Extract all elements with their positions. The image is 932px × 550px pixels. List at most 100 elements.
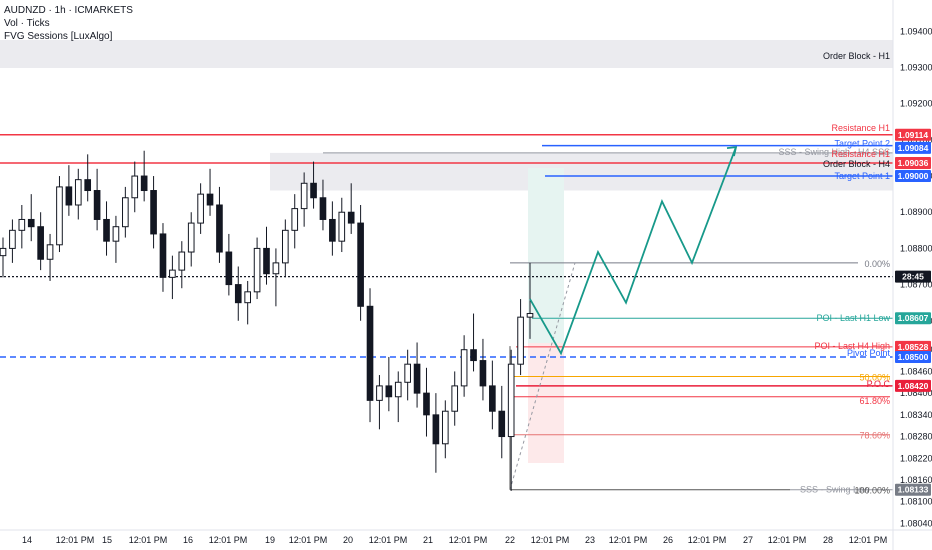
candle-body xyxy=(9,229,16,249)
y-tick-label: 1.08220 xyxy=(900,453,932,463)
countdown-tag-bg xyxy=(895,270,931,283)
candle-body xyxy=(216,204,223,253)
candle-body xyxy=(441,410,449,445)
candle-body xyxy=(385,385,393,398)
countdown-tag: 28:45 xyxy=(902,272,924,282)
fib-618-label: 61.80% xyxy=(859,396,890,406)
y-tick-label: 1.09200 xyxy=(900,99,932,109)
chart-legend: AUDNZD · 1h · ICMARKETS Vol · Ticks FVG … xyxy=(4,4,133,43)
x-tick-label: 16 xyxy=(183,535,193,545)
y-tick-label: 1.08160 xyxy=(900,475,932,485)
candle-body xyxy=(413,363,421,394)
swing-low-label: SSS - Swing Low xyxy=(800,485,870,495)
price-tag-poi-low: 1.08607 xyxy=(898,313,929,323)
candle-body xyxy=(56,186,63,246)
candle-body xyxy=(234,284,242,304)
candle-body xyxy=(498,410,506,438)
candle-body xyxy=(376,385,383,401)
fib-0-label: 0.00% xyxy=(864,259,890,269)
x-tick-label: 12:01 PM xyxy=(289,535,328,545)
y-tick-label: 1.09400 xyxy=(900,26,932,36)
x-tick-label: 12:01 PM xyxy=(849,535,888,545)
price-tag-pivot: 1.08500 xyxy=(898,352,929,362)
candle-body xyxy=(291,208,299,231)
swing-high-label: SSS - Swing High - H4 SSS xyxy=(778,147,890,157)
price-tag-poc-bg xyxy=(895,379,931,392)
candle-body xyxy=(112,226,120,242)
y-tick-label: 1.08800 xyxy=(900,243,932,253)
candle-body xyxy=(404,363,411,383)
candle-body xyxy=(423,392,430,416)
y-tick-label: 1.09300 xyxy=(900,63,932,73)
poc-label: P.O.C xyxy=(867,379,891,389)
indicator-volume[interactable]: Vol · Ticks xyxy=(4,18,50,29)
target-point-2-label: Target Point 2 xyxy=(834,139,890,149)
y-tick-label: 1.08460 xyxy=(900,366,932,376)
candle-body xyxy=(131,175,139,199)
poi-last-h1-low-label: POI - Last H1 Low xyxy=(816,313,890,323)
candle-body xyxy=(451,385,459,412)
resistance-h1-label-1: Resistance H1 xyxy=(831,123,890,133)
fib-100-label: 100.00% xyxy=(854,486,890,496)
price-tag-pivot-bg xyxy=(895,350,931,363)
x-tick-label: 12:01 PM xyxy=(449,535,488,545)
price-tag-poi-low-bg xyxy=(895,312,931,325)
candle-body xyxy=(272,262,280,275)
x-tick-label: 22 xyxy=(505,535,515,545)
price-tag-resistance-2-bg xyxy=(895,157,931,170)
candle-body xyxy=(169,269,176,278)
candle-body xyxy=(263,247,270,275)
price-tag-poi-high: 1.08528 xyxy=(898,342,929,352)
candle-body xyxy=(526,313,534,318)
x-tick-label: 12:01 PM xyxy=(768,535,807,545)
target-point-1-label: Target Point 1 xyxy=(834,171,890,181)
x-tick-label: 12:01 PM xyxy=(688,535,727,545)
candle-body xyxy=(253,247,261,293)
candle-body xyxy=(470,349,477,362)
candle-body xyxy=(65,186,73,206)
price-tag-poi-high-bg xyxy=(895,340,931,353)
fib-786-label: 78.60% xyxy=(859,431,890,441)
candle-body xyxy=(178,251,186,271)
x-tick-label: 14 xyxy=(22,535,32,545)
candle-body xyxy=(281,229,289,264)
y-tick-label: 1.08340 xyxy=(900,410,932,420)
price-tag-swing-low-bg xyxy=(895,483,931,496)
projected-path xyxy=(529,146,737,356)
y-tick-label: 1.08900 xyxy=(900,207,932,217)
candle-body xyxy=(347,211,355,224)
price-tag-swing-low: 1.08133 xyxy=(898,485,929,495)
price-tag-resistance-1-bg xyxy=(895,128,931,141)
candle-body xyxy=(0,247,7,257)
indicator-fvg-sessions[interactable]: FVG Sessions [LuxAlgo] xyxy=(4,31,113,42)
candle-body xyxy=(103,218,110,242)
candle-body xyxy=(300,182,308,210)
candle-body xyxy=(244,291,252,304)
candle-body xyxy=(187,222,195,253)
pivot-point-label: Pivot Point xyxy=(847,348,891,358)
x-tick-label: 12:01 PM xyxy=(531,535,570,545)
projected-path-arrowhead xyxy=(726,146,738,157)
projection-zone-green xyxy=(528,168,564,343)
x-tick-label: 12:01 PM xyxy=(609,535,648,545)
x-tick-label: 26 xyxy=(663,535,673,545)
candle-body xyxy=(122,197,129,228)
candle-body xyxy=(225,251,233,286)
candle-body xyxy=(310,182,317,199)
projection-zone-red xyxy=(528,343,564,463)
order-block-h1-zone xyxy=(0,40,893,68)
y-tick-label: 1.08400 xyxy=(900,388,932,398)
symbol-title[interactable]: AUDNZD · 1h · ICMARKETS xyxy=(4,5,133,16)
x-tick-label: 23 xyxy=(585,535,595,545)
candle-body xyxy=(329,218,336,242)
candle-body xyxy=(460,349,468,387)
candle-body xyxy=(338,211,346,242)
candle-body xyxy=(74,179,82,206)
poi-last-h4-high-label: POI - Last H4 High xyxy=(814,341,890,351)
candle-body xyxy=(394,381,402,398)
candle-body xyxy=(517,316,524,365)
candle-body xyxy=(93,190,101,220)
y-tick-label: 1.08280 xyxy=(900,432,932,442)
